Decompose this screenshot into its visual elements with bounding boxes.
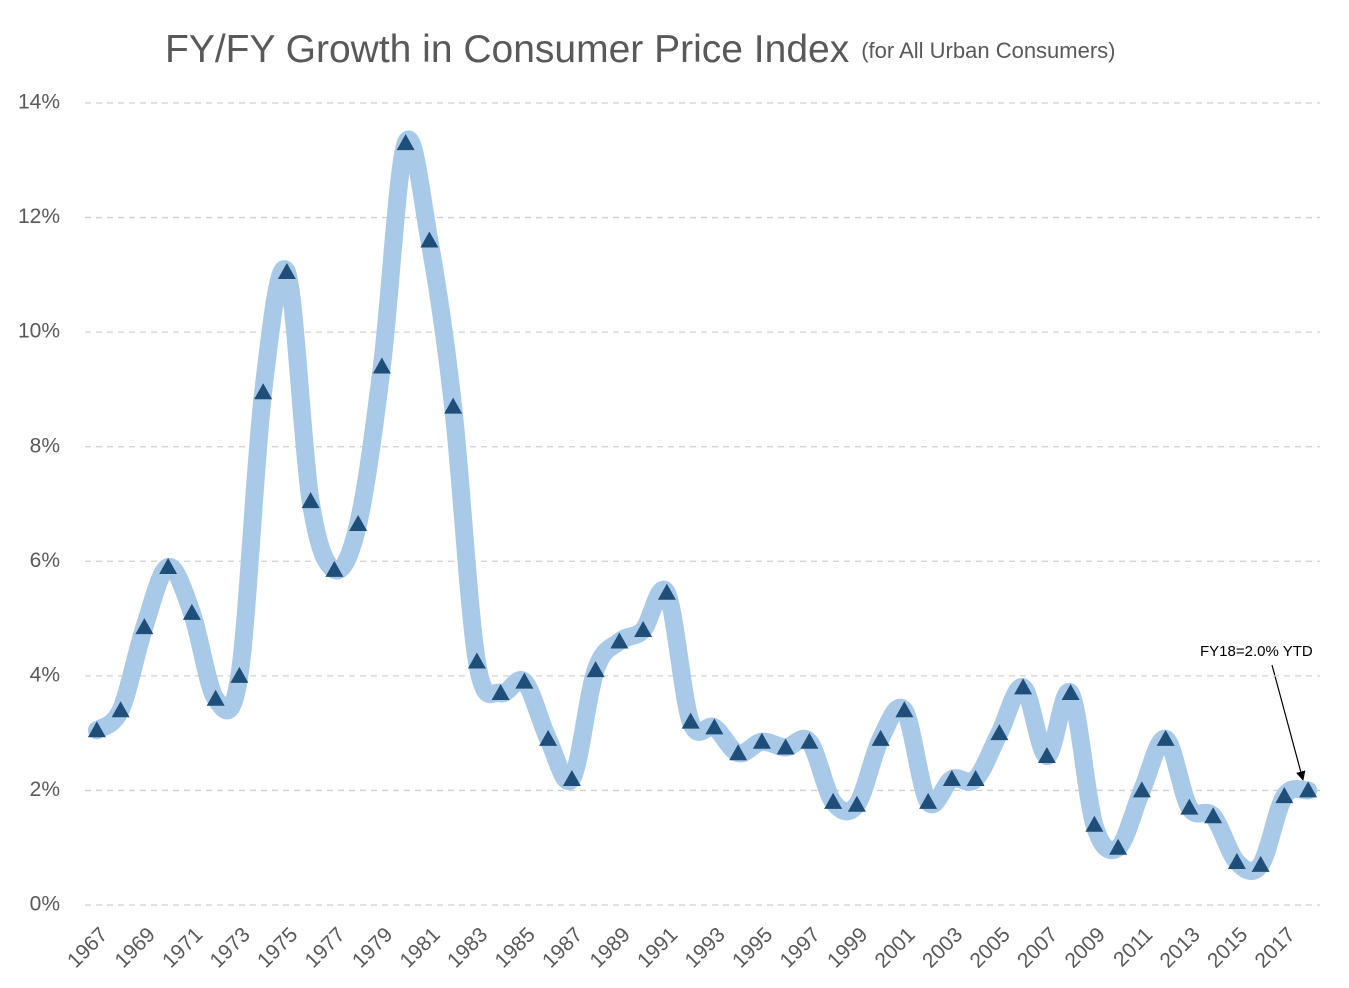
marker	[1132, 781, 1151, 798]
annotation: FY18=2.0% YTD	[1200, 643, 1313, 660]
marker	[182, 603, 201, 620]
x-tick-label: 1995	[728, 923, 777, 972]
marker	[1156, 729, 1175, 746]
marker	[919, 792, 938, 809]
marker	[942, 769, 961, 786]
marker	[1061, 684, 1080, 701]
x-tick-label: 1987	[538, 923, 587, 972]
marker	[681, 712, 700, 729]
marker	[776, 738, 795, 755]
marker	[871, 729, 890, 746]
marker	[1085, 815, 1104, 832]
x-tick-label: 2015	[1203, 923, 1252, 972]
x-tick-label: 1967	[63, 923, 112, 972]
marker	[1299, 781, 1318, 798]
x-tick-label: 2005	[966, 923, 1015, 972]
y-tick-label: 14%	[18, 91, 60, 114]
x-tick-label: 2001	[871, 923, 920, 972]
marker	[491, 684, 510, 701]
marker	[895, 701, 914, 718]
marker	[349, 515, 368, 532]
x-tick-label: 1985	[491, 923, 540, 972]
x-tick-label: 1971	[158, 923, 207, 972]
marker	[467, 652, 486, 669]
marker	[1251, 855, 1270, 872]
marker	[800, 732, 819, 749]
line	[87, 130, 1318, 880]
y-tick-label: 2%	[30, 778, 60, 801]
marker	[111, 701, 130, 718]
x-tick-label: 1991	[633, 923, 682, 972]
x-tick-label: 2013	[1156, 923, 1205, 972]
title-text: FY/FY Growth in Consumer Price Index (for…	[165, 28, 1116, 71]
x-tick-label: 1979	[348, 923, 397, 972]
x-tick-label: 1969	[111, 923, 160, 972]
marker	[1014, 678, 1033, 695]
chart-subtitle: (for All Urban Consumers)	[861, 38, 1115, 63]
marker	[752, 732, 771, 749]
marker	[396, 134, 415, 151]
marker	[230, 666, 249, 683]
x-tick-label: 2003	[918, 923, 967, 972]
x-tick-label: 2007	[1013, 923, 1062, 972]
x-tick-label: 1989	[586, 923, 635, 972]
marker	[990, 724, 1009, 741]
marker	[87, 721, 106, 738]
x-tick-label: 1999	[823, 923, 872, 972]
x-tick-label: 1993	[681, 923, 730, 972]
x-tick-label: 1977	[301, 923, 350, 972]
marker	[657, 583, 676, 600]
x-tick-label: 2017	[1251, 923, 1300, 972]
marker	[1109, 838, 1128, 855]
marker	[420, 231, 439, 248]
y-tick-label: 12%	[18, 205, 60, 228]
marker	[610, 632, 629, 649]
marker	[847, 795, 866, 812]
y-tick-label: 4%	[30, 663, 60, 686]
marker	[634, 621, 653, 638]
marker	[206, 689, 225, 706]
marker	[372, 357, 391, 374]
marker	[824, 792, 843, 809]
y-tick-label: 8%	[30, 434, 60, 457]
marker	[966, 769, 985, 786]
x-tick-label: 1973	[206, 923, 255, 972]
marker	[515, 672, 534, 689]
y-tick-label: 10%	[18, 320, 60, 343]
x-tick-label: 2009	[1061, 923, 1110, 972]
y-tick-label: 6%	[30, 549, 60, 572]
marker	[159, 558, 178, 575]
marker	[1037, 747, 1056, 764]
marker	[325, 560, 344, 577]
marker	[135, 618, 154, 635]
marker	[1275, 787, 1294, 804]
marker	[705, 718, 724, 735]
x-tick-label: 1997	[776, 923, 825, 972]
marker	[1227, 853, 1246, 870]
marker	[444, 397, 463, 414]
y-tick-label: 0%	[30, 893, 60, 916]
x-tick-label: 2011	[1109, 923, 1157, 971]
marker	[586, 661, 605, 678]
marker	[562, 769, 581, 786]
marker	[1180, 798, 1199, 815]
annotation-arrow	[1271, 664, 1306, 781]
marker	[254, 383, 273, 400]
x-tick-label: 1981	[396, 923, 445, 972]
chart-title: FY/FY Growth in Consumer Price Index	[165, 28, 850, 71]
marker	[539, 729, 558, 746]
marker	[277, 262, 296, 279]
marker	[729, 744, 748, 761]
x-tick-label: 1975	[253, 923, 302, 972]
x-tick-label: 1983	[443, 923, 492, 972]
marker	[1204, 807, 1223, 824]
marker	[301, 492, 320, 509]
